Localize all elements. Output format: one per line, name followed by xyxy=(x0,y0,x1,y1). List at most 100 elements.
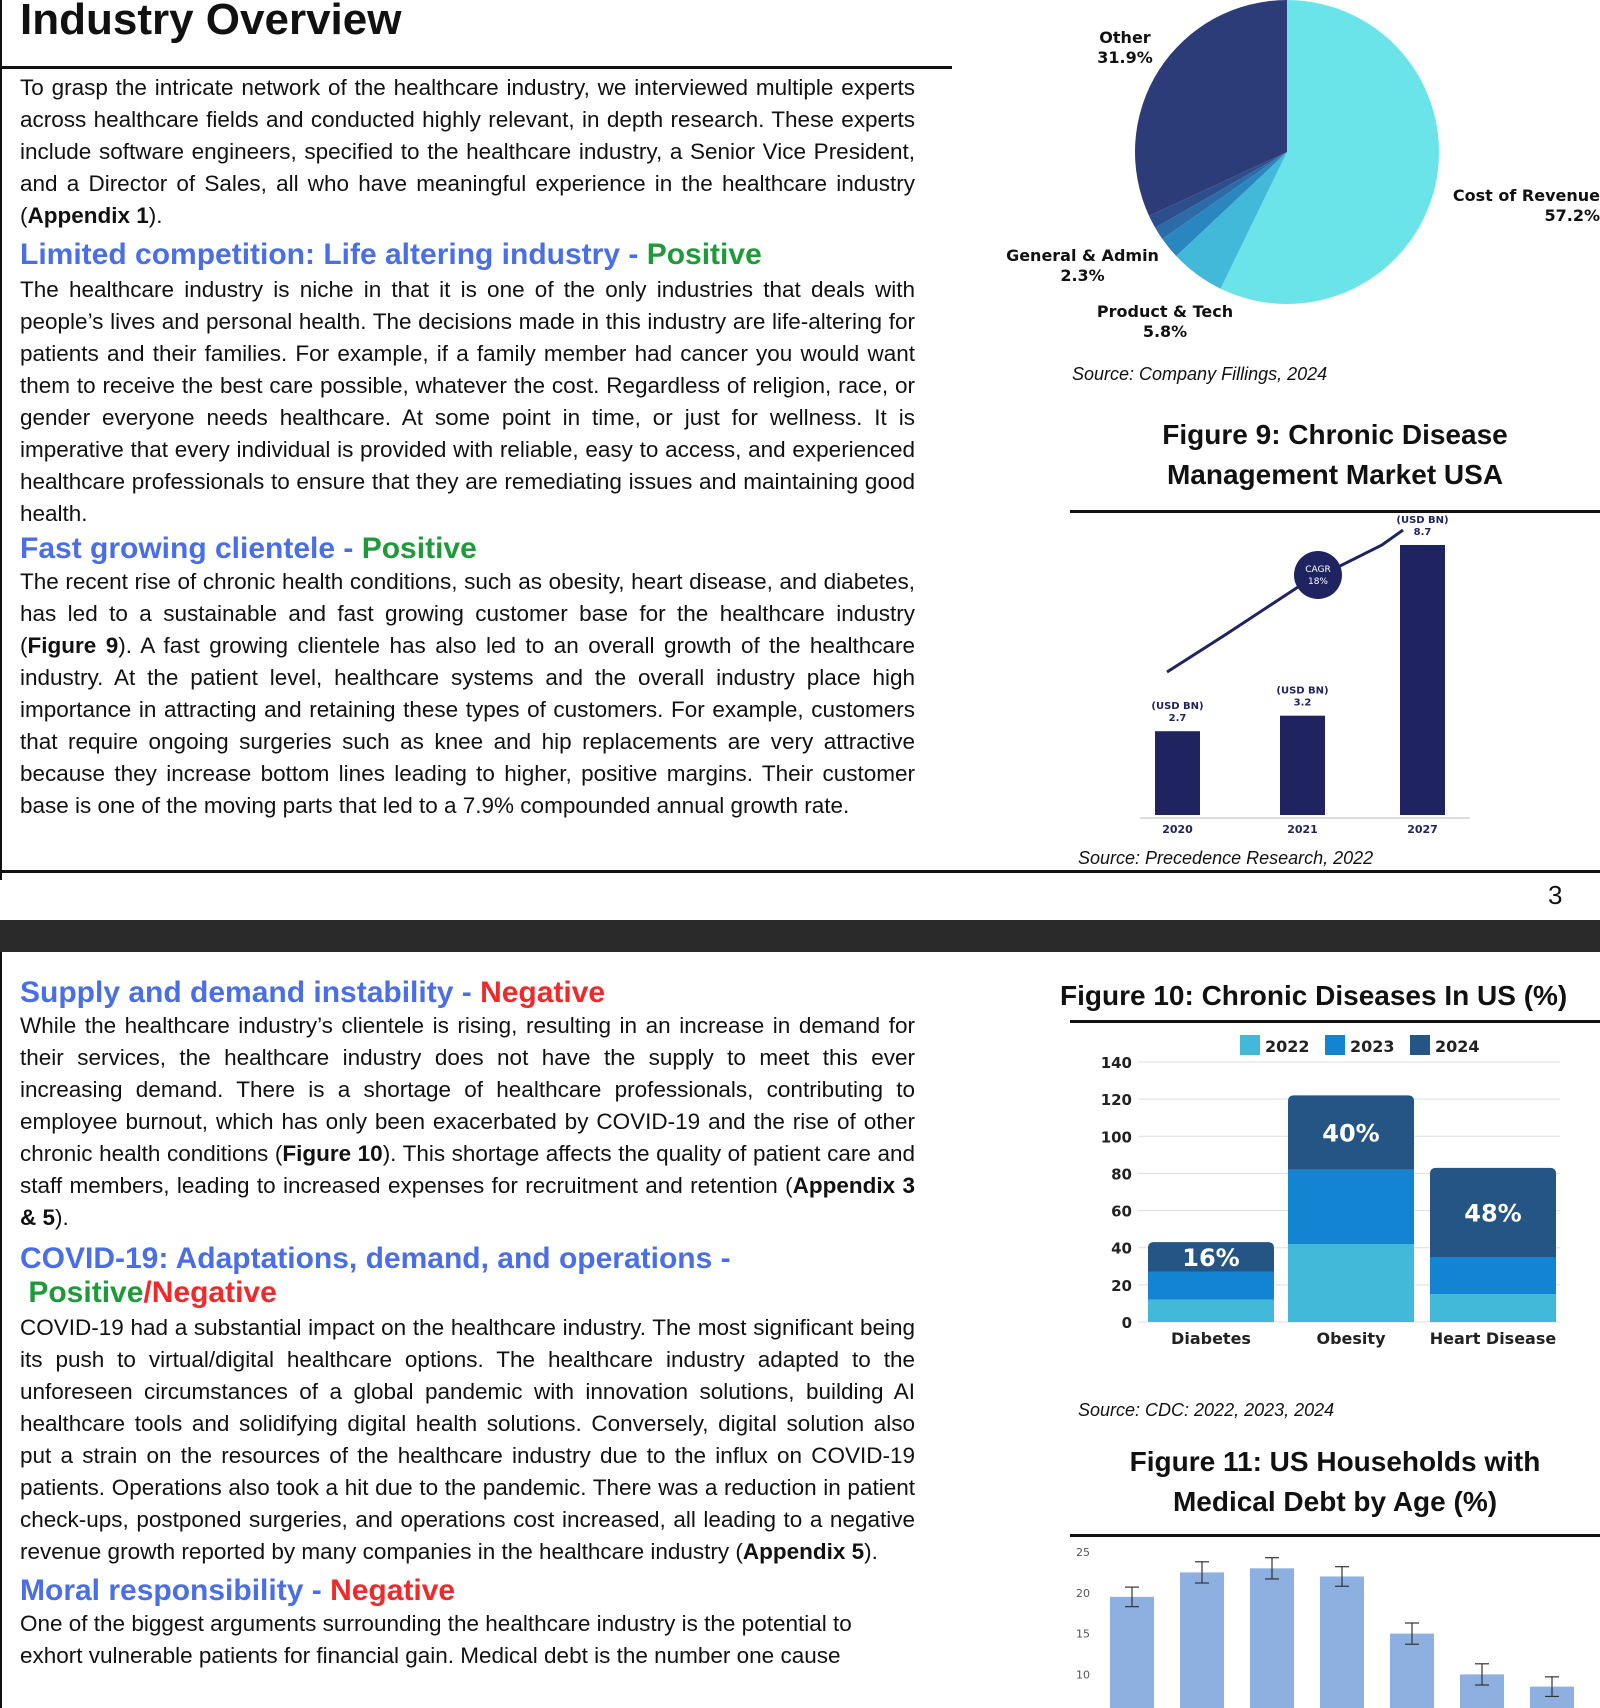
fig11-bar xyxy=(1530,1686,1574,1708)
left-border xyxy=(0,952,2,1708)
fig9-unit-label: (USD BN) xyxy=(1151,701,1203,712)
fig10-legend-label: 2024 xyxy=(1435,1037,1480,1056)
pie-source: Source: Company Fillings, 2024 xyxy=(1072,364,1328,384)
pie-slice-product-tech xyxy=(1176,152,1287,289)
fig10-ytick: 140 xyxy=(1101,1054,1132,1072)
fig11-bar xyxy=(1390,1633,1434,1708)
figure-11-top-rule xyxy=(1070,1534,1600,1537)
fig11-ytick: 10 xyxy=(1076,1668,1090,1681)
fig9-trend-line xyxy=(1166,528,1404,674)
figure-10-stacked-bar-chart: 140 120 100 80 60 40 20 0 16% Diabetes 40% Obesity 4… xyxy=(1101,1035,1560,1348)
section-heading-fast-growing: Fast growing clientele - Positive xyxy=(20,532,477,565)
fig10-legend-label: 2023 xyxy=(1350,1037,1395,1056)
fig10-bar-2022-0 xyxy=(1148,1299,1274,1322)
section-heading-covid: COVID-19: Adaptations, demand, and opera… xyxy=(20,1242,731,1309)
fig9-category-label: 2027 xyxy=(1407,823,1438,836)
fig10-ytick: 100 xyxy=(1101,1128,1132,1146)
intro-end: ). xyxy=(148,203,163,228)
negative-tag: Negative xyxy=(480,976,606,1009)
fig9-value-label: 8.7 xyxy=(1414,527,1432,538)
page-bottom-rule xyxy=(0,870,1600,873)
left-border xyxy=(0,0,2,880)
expense-pie-chart xyxy=(1135,0,1439,304)
fig10-ytick: 120 xyxy=(1101,1091,1132,1109)
limited-competition-paragraph: The healthcare industry is niche in that… xyxy=(20,277,915,526)
fig9-category-label: 2021 xyxy=(1287,823,1318,836)
fig9-bar-2020 xyxy=(1155,731,1200,815)
fig9-value-label: 3.2 xyxy=(1294,698,1312,709)
fig11-bar xyxy=(1180,1572,1224,1708)
positive-tag: Positive xyxy=(361,532,477,565)
page-separator xyxy=(0,920,1600,952)
fig10-legend-swatch-2023 xyxy=(1325,1035,1345,1055)
supply-demand-paragraph: While the healthcare industry’s clientel… xyxy=(20,1013,915,1230)
appendix-5-ref: Appendix 5 xyxy=(742,1539,865,1564)
pie-label-other: Other 31.9% xyxy=(1097,28,1153,67)
pie-slices xyxy=(1135,0,1439,304)
figure-10-source: Source: CDC: 2022, 2023, 2024 xyxy=(1078,1400,1335,1420)
left-column: To grasp the intricate network of the he… xyxy=(20,72,915,822)
fig9-bar-2027 xyxy=(1400,545,1445,815)
figure-11-bar-chart: 25 20 15 10 xyxy=(1076,1546,1574,1708)
fig10-category-label: Heart Disease xyxy=(1430,1329,1557,1348)
figure-10-title: Figure 10: Chronic Diseases In US (%) xyxy=(1060,980,1568,1011)
fig10-ytick: 40 xyxy=(1111,1240,1132,1258)
fast-growing-paragraph: The recent rise of chronic health condit… xyxy=(20,569,915,818)
fig11-ytick: 15 xyxy=(1076,1628,1090,1641)
figure-9-top-rule xyxy=(1070,510,1600,513)
fig10-ytick: 60 xyxy=(1111,1203,1132,1221)
figure-10-top-rule xyxy=(1070,1020,1600,1023)
section-heading-moral: Moral responsibility - Negative xyxy=(20,1574,456,1607)
fig9-category-label: 2020 xyxy=(1162,823,1193,836)
positive-tag: Positive xyxy=(28,1276,144,1309)
fig10-legend-swatch-2022 xyxy=(1240,1035,1260,1055)
intro-paragraph: To grasp the intricate network of the he… xyxy=(20,72,915,232)
figure-9-ref: Figure 9 xyxy=(27,633,119,658)
fig11-bar xyxy=(1320,1576,1364,1708)
report-page-3: Industry Overview To grasp the intricate… xyxy=(0,0,1600,910)
negative-tag: Negative xyxy=(330,1574,456,1607)
fig10-bar-2023-1 xyxy=(1288,1169,1414,1244)
fig9-unit-label: (USD BN) xyxy=(1396,515,1448,526)
title-rule xyxy=(0,66,952,69)
pie-slice-minor-b xyxy=(1149,152,1287,228)
fig11-bar xyxy=(1110,1596,1154,1708)
fig9-cagr-badge xyxy=(1294,551,1342,599)
fig10-category-label: Obesity xyxy=(1317,1329,1387,1348)
fig10-bar-2024-2 xyxy=(1430,1167,1556,1257)
intro-appendix-ref: Appendix 1 xyxy=(27,203,149,228)
pie-label-general-admin: General & Admin 2.3% xyxy=(1006,246,1159,285)
fig10-bar-2022-1 xyxy=(1288,1244,1414,1322)
pie-label-product-tech: Product & Tech 5.8% xyxy=(1096,302,1234,341)
fig10-marks: 140 120 100 80 60 40 20 0 16% Diabetes 40% Obesity 4… xyxy=(1101,1035,1560,1348)
fig10-ytick: 20 xyxy=(1111,1277,1132,1295)
fig10-ytick: 80 xyxy=(1111,1165,1132,1183)
fig10-legend-label: 2022 xyxy=(1265,1037,1310,1056)
fig10-legend-swatch-2024 xyxy=(1410,1035,1430,1055)
pie-slice-cost-of-revenue xyxy=(1220,0,1439,304)
figure-9-source: Source: Precedence Research, 2022 xyxy=(1078,848,1374,868)
section-heading-limited-competition: Limited competition: Life altering indus… xyxy=(20,238,762,271)
section-heading-supply-demand: Supply and demand instability - Negative xyxy=(20,976,606,1009)
fig10-category-label: Diabetes xyxy=(1171,1329,1251,1348)
pie-slice-minor-a xyxy=(1155,152,1287,240)
fig10-bar-2023-2 xyxy=(1430,1257,1556,1295)
fig9-cagr-value: 18% xyxy=(1308,577,1328,587)
appendix-3-5-ref: Appendix 3 & 5 xyxy=(20,1173,915,1230)
fig10-bar-label: 40% xyxy=(1322,1120,1379,1148)
fig10-bar-2024-1 xyxy=(1288,1095,1414,1170)
figure-11-title: Figure 11: US Households with Medical Deb… xyxy=(1129,1446,1541,1517)
fig9-bar-2021 xyxy=(1280,715,1325,815)
fig10-bar-2022-2 xyxy=(1430,1294,1556,1322)
left-column: Supply and demand instability - Negative… xyxy=(20,976,915,1672)
fig10-bar-2023-0 xyxy=(1148,1271,1274,1300)
fig11-ytick: 25 xyxy=(1076,1546,1090,1559)
pie-slice-other xyxy=(1135,0,1287,216)
report-page-4: Supply and demand instability - Negative… xyxy=(0,952,1600,1708)
fig10-bar-label: 16% xyxy=(1182,1244,1239,1272)
figure-9-title: Figure 9: Chronic Disease Management Mark… xyxy=(1162,419,1508,490)
moral-paragraph: One of the biggest arguments surrounding… xyxy=(20,1611,852,1668)
pie-label-cost-of-revenue: Cost of Revenue 57.2% xyxy=(1452,186,1600,225)
